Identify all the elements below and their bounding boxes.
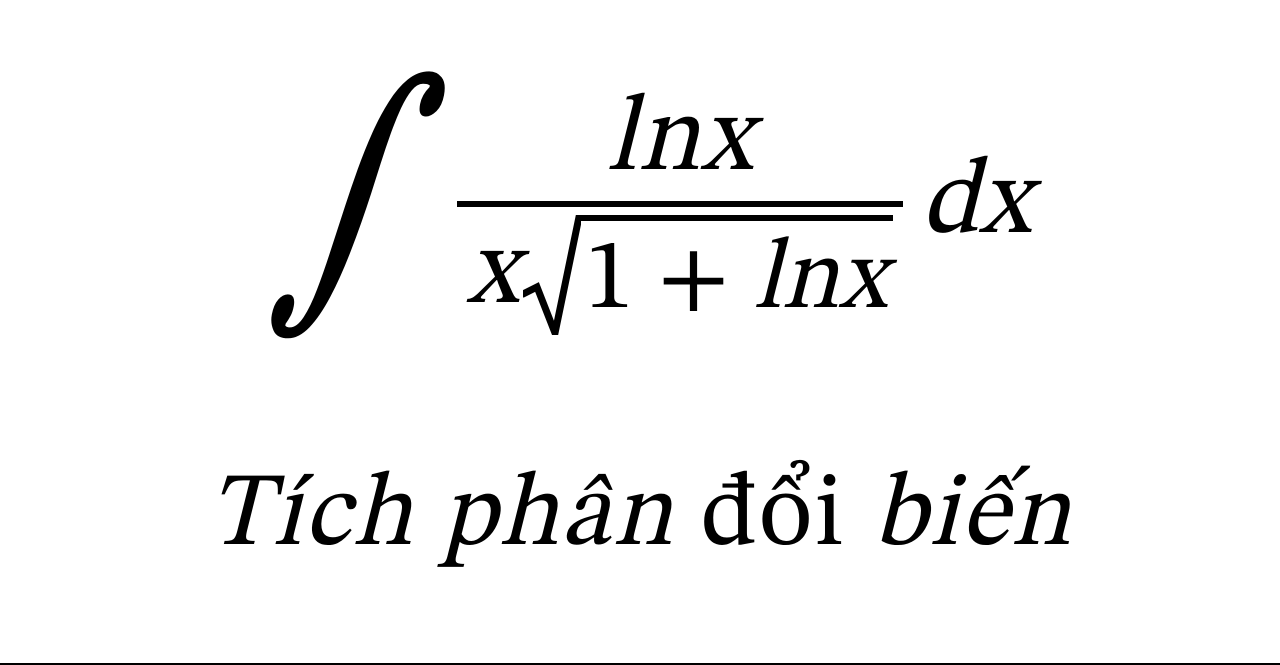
integral-sign: ∫ — [273, 90, 417, 314]
page: ∫ lnx x 1 + lnx dx Tích — [0, 0, 1280, 665]
differential-dx: dx — [921, 137, 1031, 272]
radicand: 1 + lnx — [585, 231, 887, 331]
fraction-denominator: x 1 + lnx — [457, 207, 903, 335]
radicand-lnx: lnx — [753, 231, 887, 331]
radical-sign — [523, 215, 581, 335]
fraction: lnx x 1 + lnx — [457, 85, 903, 334]
radicand-const: 1 + — [585, 231, 754, 331]
fraction-numerator: lnx — [592, 85, 768, 200]
integral-formula: ∫ lnx x 1 + lnx dx — [249, 30, 1031, 390]
radicand-wrap: 1 + lnx — [581, 215, 893, 335]
caption-part2: biến — [846, 465, 1073, 569]
denominator-x: x — [467, 218, 519, 331]
square-root: 1 + lnx — [523, 215, 893, 335]
caption-dword: đổi — [701, 465, 846, 569]
caption: Tích phân đổi biến — [207, 452, 1072, 582]
caption-part1: Tích phân — [207, 465, 700, 569]
